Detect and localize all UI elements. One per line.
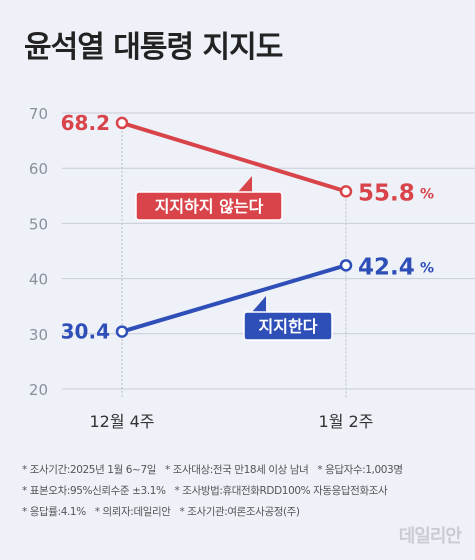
note-period: * 조사기간:2025년 1월 6~7일 <box>22 464 156 476</box>
note-response-rate: * 응답률:4.1% <box>22 506 86 518</box>
data-label: 30.4 <box>61 320 110 344</box>
callout-tail <box>252 296 266 312</box>
logo: 데일리안 <box>398 526 462 547</box>
legend-label: 지지하지 않는다 <box>155 197 264 216</box>
callout-tail <box>238 176 252 192</box>
note-target: * 조사대상:전국 만18세 이상 남녀 <box>164 464 309 476</box>
series-callout <box>243 311 333 341</box>
series-line <box>120 120 348 194</box>
chart-title: 윤석열 대통령 지지도 <box>24 30 283 65</box>
series-callout <box>135 191 283 221</box>
y-tick-label: 40 <box>29 271 48 289</box>
note-error: * 표본오차:95%신뢰수준 ±3.1% <box>22 485 166 497</box>
data-label-suffix: % <box>420 186 434 202</box>
y-tick-label: 60 <box>29 160 48 178</box>
note-agency: * 조사기관:여론조사공정(주) <box>179 506 300 518</box>
data-point <box>339 259 353 272</box>
data-label-suffix: % <box>420 260 434 276</box>
series-line <box>120 263 348 334</box>
data-point <box>339 185 353 198</box>
data-label: 68.2 <box>61 111 110 135</box>
data-point <box>115 325 129 338</box>
y-tick-label: 20 <box>29 381 48 399</box>
survey-notes: * 조사기간:2025년 1월 6~7일 * 조사대상:전국 만18세 이상 남… <box>22 460 462 523</box>
note-method: * 조사방법:휴대전화RDD100% 자동응답전화조사 <box>174 485 388 497</box>
note-client: * 의뢰자:데일리안 <box>94 506 171 518</box>
line-chart: 20 30 40 50 60 70 12월 4주 1월 2주 68.2 55.8 % 30.4 42.4… <box>29 105 475 431</box>
y-tick-label: 50 <box>29 215 48 233</box>
note-respondents: * 응답자수:1,003명 <box>317 464 403 476</box>
data-point <box>115 116 129 130</box>
data-label: 55.8 <box>358 180 415 206</box>
y-tick-label: 30 <box>29 326 48 344</box>
data-label: 42.4 <box>358 254 415 280</box>
x-tick-label: 1월 2주 <box>319 412 374 431</box>
legend-label: 지지한다 <box>259 317 318 336</box>
y-tick-label: 70 <box>29 105 48 123</box>
x-tick-label: 12월 4주 <box>89 412 154 431</box>
